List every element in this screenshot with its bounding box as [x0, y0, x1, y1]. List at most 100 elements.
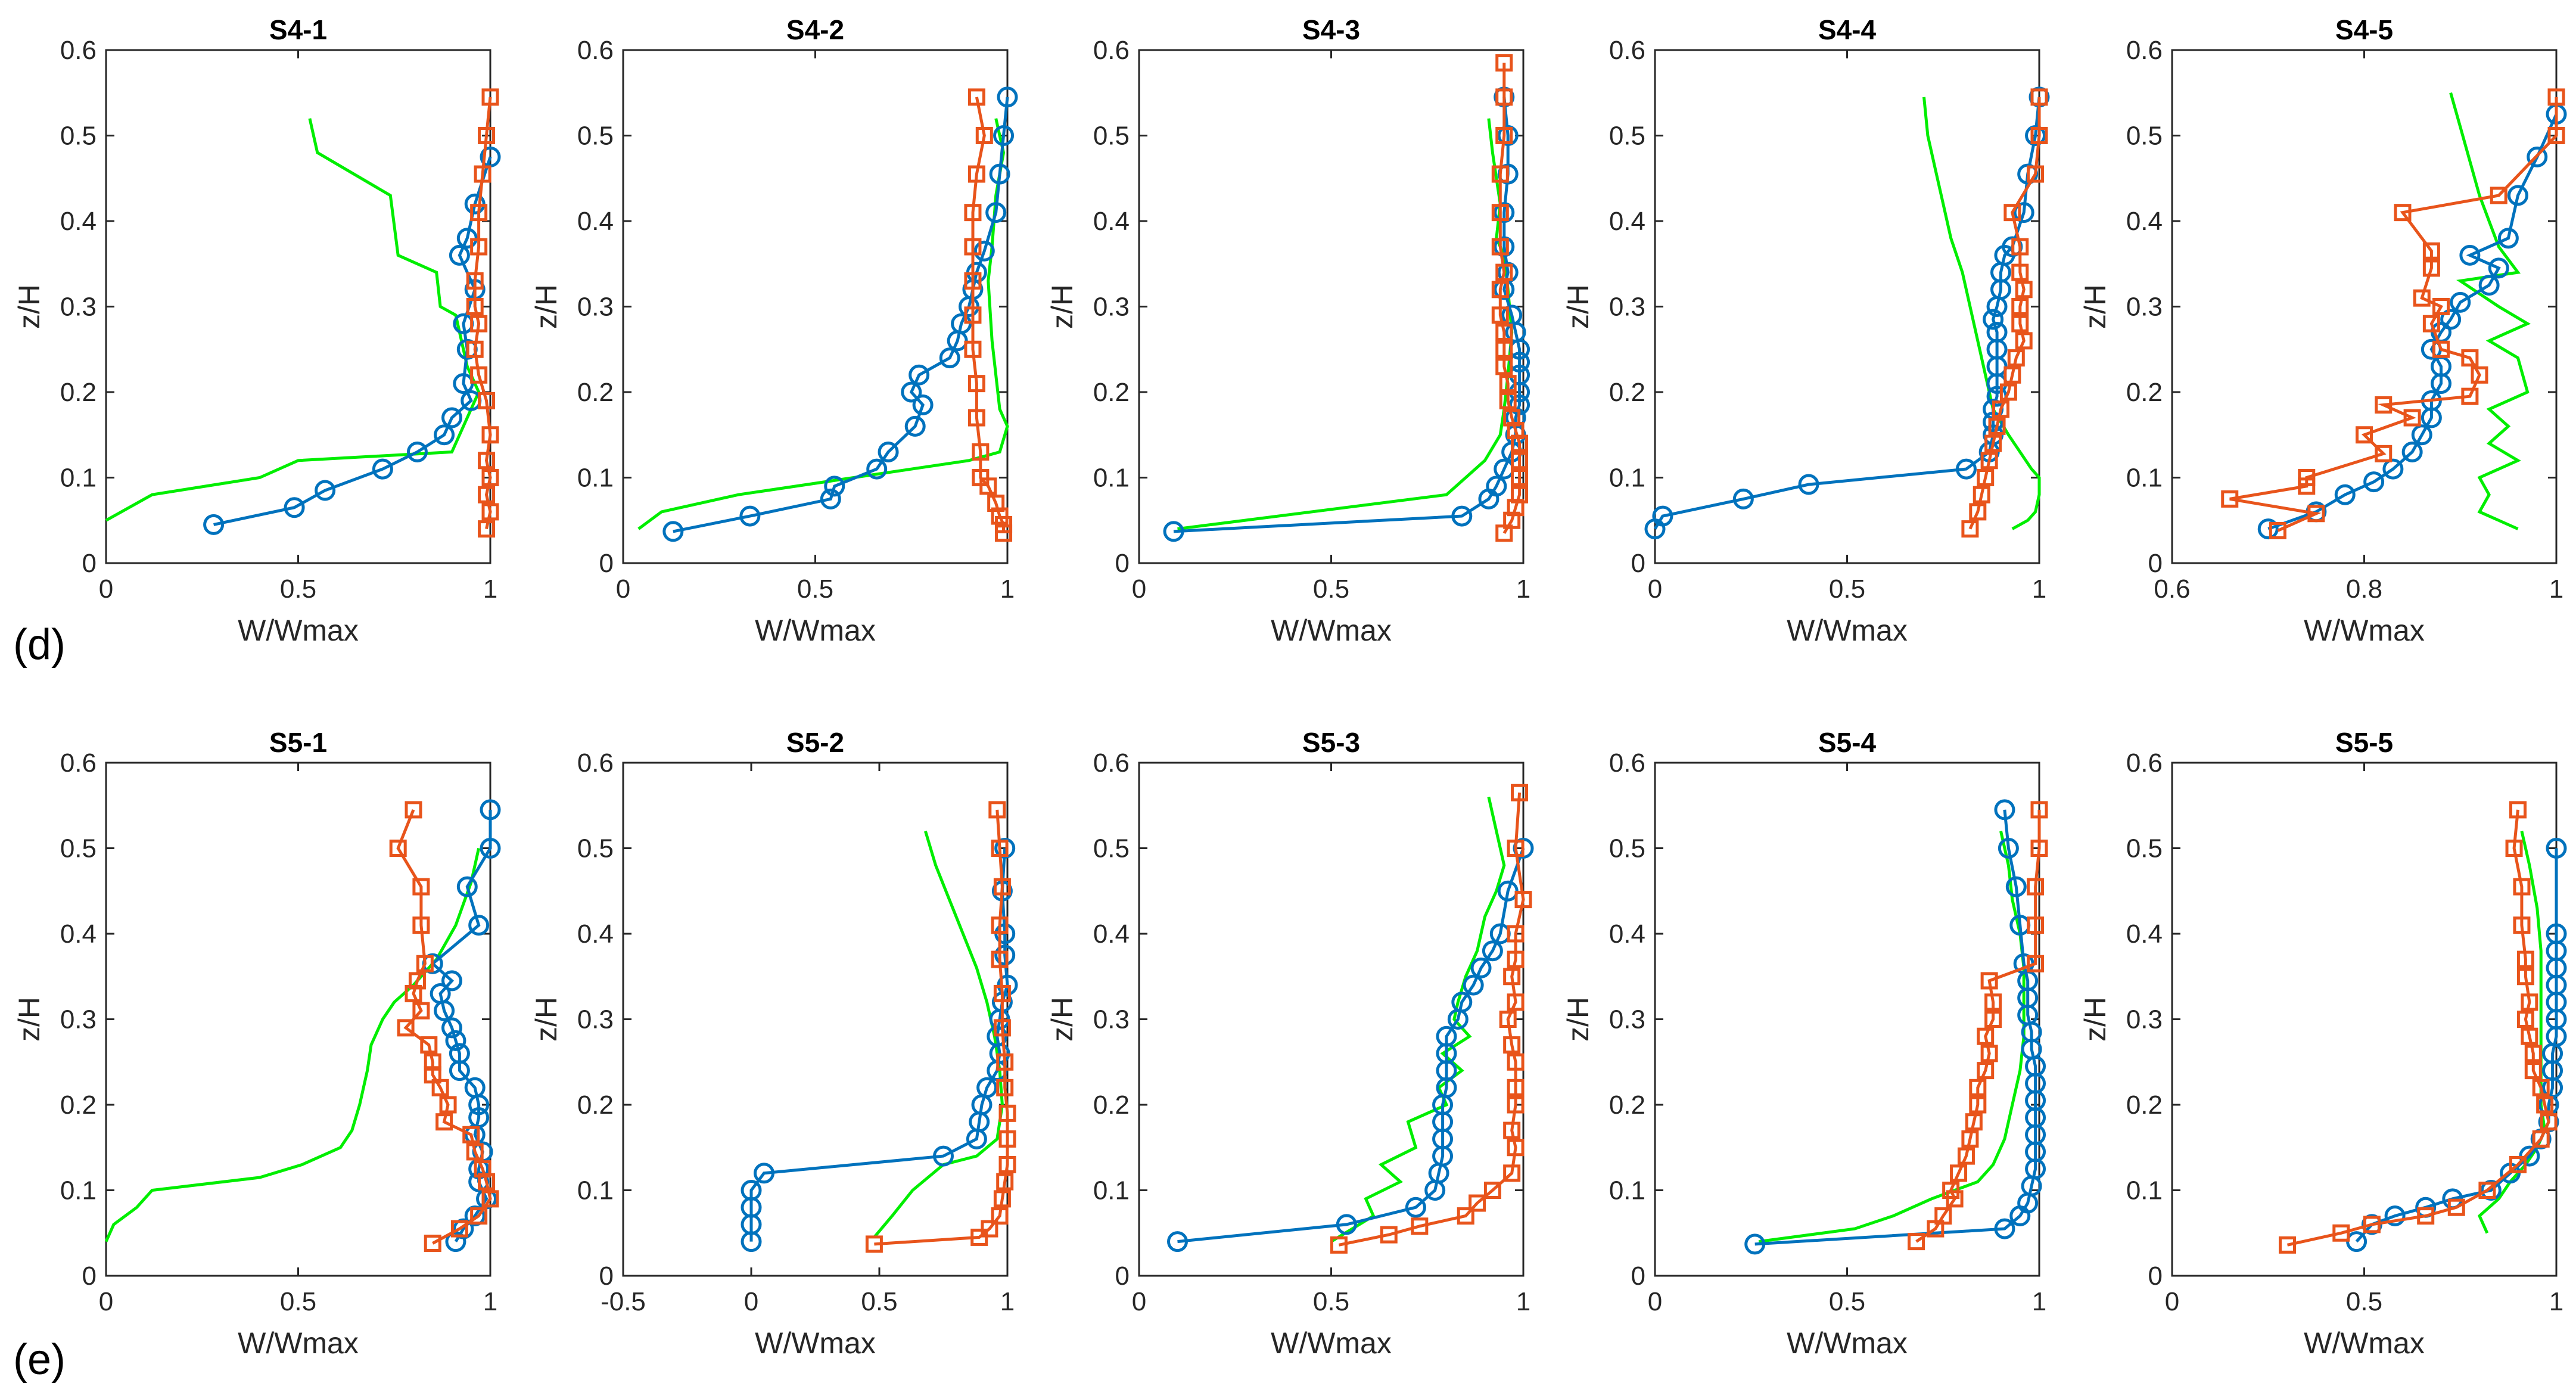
series-orange-point — [2030, 127, 2048, 144]
series-blue-point — [973, 240, 995, 262]
series-blue-point — [1994, 799, 2015, 821]
y-tick-label: 0.5 — [1609, 122, 1645, 151]
x-tick-label: 1 — [483, 1287, 497, 1316]
series-orange-point — [991, 840, 1009, 857]
series-orange-point — [2027, 916, 2045, 934]
y-tick-label: 0.1 — [577, 464, 614, 493]
x-tick-label: 0 — [99, 574, 113, 604]
series-orange-point — [2547, 88, 2565, 106]
x-tick-label: 0.5 — [2346, 1287, 2382, 1316]
series-orange-line — [2286, 809, 2550, 1247]
series-orange-point — [2011, 298, 2029, 315]
series-orange-point — [2030, 88, 2048, 106]
series-blue-point — [1644, 518, 1666, 540]
y-tick-label: 0.3 — [1093, 1005, 1130, 1034]
series-orange-point — [1969, 1079, 1987, 1096]
series-orange-point — [2540, 1113, 2558, 1131]
series-orange-point — [993, 1019, 1011, 1037]
series-orange-point — [993, 878, 1011, 896]
series-orange-point — [1469, 1194, 1486, 1212]
series-orange-point — [481, 1190, 499, 1208]
series-blue-point — [662, 521, 684, 542]
panel-s4-3: 0 0.1 0.2 0.3 0.4 0.5 0.6 0 0.5 1 S4-3 W/Wmax z/H — [1046, 14, 1530, 647]
series-orange-point — [1908, 1233, 1925, 1251]
series-orange-point — [466, 340, 484, 358]
series-blue-point — [441, 1017, 462, 1039]
x-tick-label: 0 — [2165, 1287, 2179, 1316]
series-orange-point — [1495, 358, 1513, 375]
series-blue-point — [1986, 296, 2008, 317]
y-tick-label: 0 — [599, 1261, 614, 1291]
series-blue-point — [997, 86, 1018, 108]
series-blue-point — [449, 1060, 470, 1082]
series-blue-point — [2363, 471, 2385, 493]
y-tick-label: 0.5 — [60, 834, 97, 863]
y-tick-label: 0.3 — [1609, 1005, 1645, 1034]
series-orange-point — [2513, 878, 2531, 896]
series-orange-point — [1973, 486, 1990, 504]
series-blue-point — [994, 838, 1016, 859]
y-tick-label: 0.5 — [2126, 122, 2163, 151]
series-orange-point — [474, 165, 491, 183]
series-orange-point — [1980, 1045, 1998, 1062]
series-blue-point — [909, 364, 930, 386]
series-blue-point — [2334, 484, 2356, 505]
series-orange-point — [420, 1036, 438, 1054]
series-blue-point — [480, 838, 501, 859]
series-orange-point — [991, 916, 1009, 934]
series-orange-point — [2269, 521, 2286, 539]
y-tick-label: 0.1 — [2126, 464, 2163, 493]
series-orange-point — [1946, 1190, 1964, 1208]
series-blue-point — [468, 915, 490, 936]
series-green-line — [1177, 118, 1514, 531]
y-tick-label: 0 — [82, 1261, 97, 1291]
series-blue-point — [939, 347, 960, 369]
series-orange-point — [2509, 801, 2527, 819]
y-tick-label: 0.4 — [577, 207, 614, 236]
series-blue-point — [1497, 125, 1519, 146]
series-blue-point — [989, 163, 1010, 185]
series-orange-point — [1380, 1226, 1398, 1244]
series-blue-point — [1447, 1009, 1469, 1030]
series-blue-point — [2025, 125, 2046, 146]
series-orange-point — [431, 1079, 449, 1096]
series-orange-point — [1957, 1147, 1975, 1165]
x-tick-label: 0.5 — [1313, 574, 1349, 604]
series-blue-point — [434, 1000, 455, 1021]
series-orange-point — [967, 165, 985, 183]
panel-s4-4: 0 0.1 0.2 0.3 0.4 0.5 0.6 0 0.5 1 S4-4 W/Wmax z/H — [1561, 14, 2050, 647]
x-axis-label: W/Wmax — [755, 1326, 876, 1360]
series-orange-point — [2011, 238, 2029, 256]
series-blue-point — [2431, 373, 2451, 394]
series-orange-point — [2027, 955, 2045, 972]
series-orange-point — [1499, 391, 1517, 409]
series-orange-point — [1980, 972, 1998, 990]
series-blue-point — [1983, 309, 2004, 330]
series-blue-point — [2507, 185, 2528, 206]
series-orange-point — [2015, 332, 2033, 350]
series-orange-point — [2490, 187, 2507, 204]
series-orange-point — [2007, 349, 2025, 367]
series-orange-point — [2375, 396, 2393, 414]
series-blue-point — [2401, 441, 2423, 462]
y-tick-label: 0.5 — [1093, 122, 1130, 151]
series-green-line — [1330, 796, 1506, 1243]
series-blue-point — [468, 1094, 490, 1115]
x-tick-label: 0.5 — [797, 574, 833, 604]
y-tick-label: 0.1 — [1093, 464, 1130, 493]
chart-title: S5-3 — [1302, 727, 1360, 758]
x-axis-label: W/Wmax — [1271, 614, 1392, 647]
series-orange-point — [2356, 426, 2373, 444]
series-blue-point — [1955, 458, 1977, 480]
series-orange-point — [439, 1096, 457, 1114]
series-blue-point — [203, 514, 225, 535]
panel-s5-3: 0 0.1 0.2 0.3 0.4 0.5 0.6 0 0.5 1 S5-3 W/Wmax z/H — [1046, 727, 1534, 1360]
series-orange-point — [1514, 891, 1532, 909]
series-orange-point — [1511, 784, 1529, 801]
series-orange-point — [1503, 1164, 1521, 1182]
y-tick-label: 0.3 — [577, 1005, 614, 1034]
series-blue-point — [445, 1231, 466, 1253]
x-tick-label: 1 — [1516, 574, 1530, 604]
series-orange-point — [1507, 925, 1525, 943]
series-blue-point — [2257, 518, 2279, 540]
